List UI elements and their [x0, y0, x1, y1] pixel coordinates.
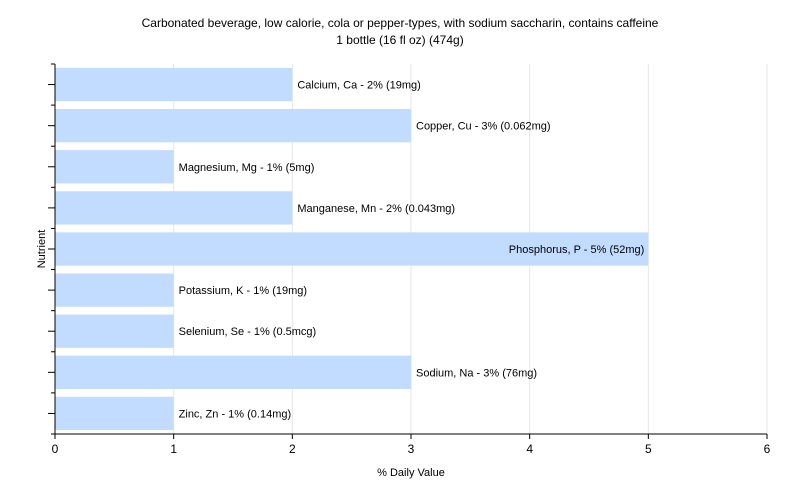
bar-1 — [55, 109, 411, 143]
bar-label-0: Calcium, Ca - 2% (19mg) — [297, 80, 420, 92]
bar-4 — [55, 232, 649, 266]
bar-label-5: Potassium, K - 1% (19mg) — [179, 285, 307, 297]
bar-3 — [55, 191, 293, 225]
chart-subtitle: 1 bottle (16 fl oz) (474g) — [336, 33, 463, 47]
bar-label-6: Selenium, Se - 1% (0.5mcg) — [179, 326, 317, 338]
x-axis-title: % Daily Value — [377, 467, 445, 479]
bar-label-4: Phosphorus, P - 5% (52mg) — [509, 244, 645, 256]
x-tick-label-1: 1 — [170, 442, 177, 456]
bar-label-7: Sodium, Na - 3% (76mg) — [416, 367, 537, 379]
bar-label-1: Copper, Cu - 3% (0.062mg) — [416, 121, 551, 133]
bar-7 — [55, 355, 411, 389]
bar-6 — [55, 314, 174, 348]
bar-2 — [55, 150, 174, 184]
bar-label-2: Magnesium, Mg - 1% (5mg) — [179, 162, 315, 174]
bar-5 — [55, 273, 174, 307]
bar-8 — [55, 396, 174, 431]
bar-0 — [55, 67, 293, 102]
x-tick-label-2: 2 — [289, 442, 296, 456]
y-axis-title: Nutrient — [36, 230, 48, 269]
axes: 0 1 2 3 4 5 6 — [48, 63, 771, 456]
bar-label-8: Zinc, Zn - 1% (0.14mg) — [179, 408, 291, 420]
x-tick-label-0: 0 — [52, 442, 59, 456]
x-tick-label-3: 3 — [408, 442, 415, 456]
x-tick-label-4: 4 — [526, 442, 533, 456]
chart-title: Carbonated beverage, low calorie, cola o… — [142, 16, 659, 30]
x-tick-label-5: 5 — [645, 442, 652, 456]
bar-label-3: Manganese, Mn - 2% (0.043mg) — [297, 203, 455, 215]
x-tick-label-6: 6 — [764, 442, 771, 456]
bars: Calcium, Ca - 2% (19mg) Copper, Cu - 3% (… — [55, 67, 649, 431]
